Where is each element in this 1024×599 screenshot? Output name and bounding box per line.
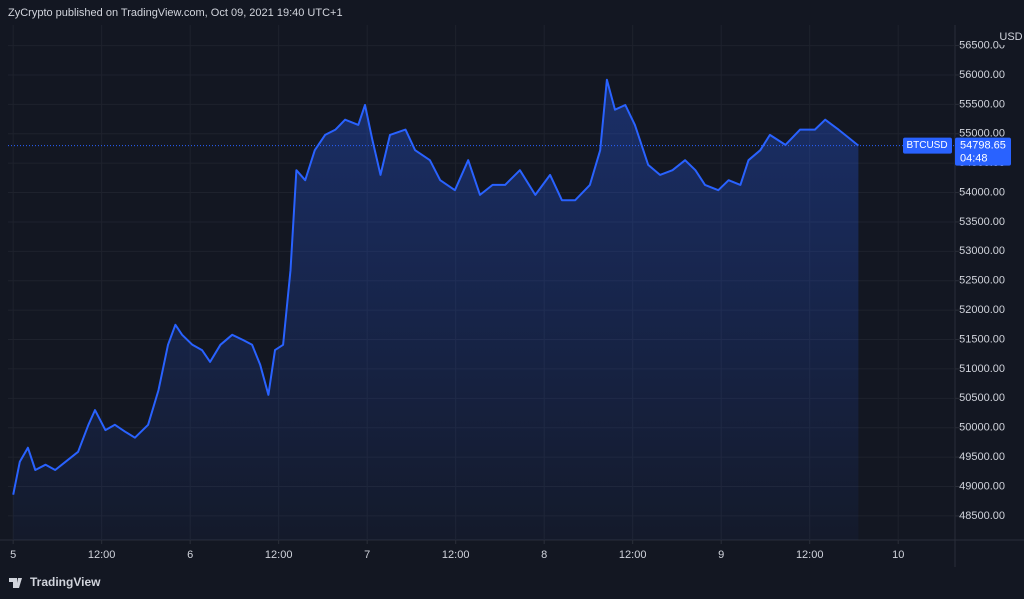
unit-box bbox=[999, 29, 1023, 45]
line bbox=[12, 78, 860, 495]
plot: 48500.00 49000.00 49500.00 50000.00 50500.00… bbox=[8, 25, 1005, 561]
header: ZyCrypto published on TradingView.com, O… bbox=[8, 7, 343, 19]
x-tick-label: 12:00 bbox=[88, 549, 116, 561]
y-tick-label: 51500.00 bbox=[959, 333, 1005, 345]
area bbox=[13, 79, 859, 540]
logo bbox=[9, 578, 22, 588]
footer-logo bbox=[9, 578, 22, 588]
x-tick-label: 12:00 bbox=[442, 549, 470, 561]
y-tick-label: 54000.00 bbox=[959, 186, 1005, 198]
y-tick-label: 48500.00 bbox=[959, 510, 1005, 522]
symbol-label: BTCUSD bbox=[906, 140, 947, 151]
countdown: 04:48 bbox=[960, 153, 988, 165]
unit-label: USD bbox=[999, 31, 1022, 43]
y-tick-label: 49000.00 bbox=[959, 480, 1005, 492]
y-tick-label: 52500.00 bbox=[959, 275, 1005, 287]
y-tick-label: 51000.00 bbox=[959, 363, 1005, 375]
x-tick-label: 12:00 bbox=[619, 549, 647, 561]
y-tick-label: 52000.00 bbox=[959, 304, 1005, 316]
x-tick-label: 9 bbox=[718, 549, 724, 561]
y-tick-label: 49500.00 bbox=[959, 451, 1005, 463]
x-tick-label: 12:00 bbox=[796, 549, 824, 561]
x-tick-label: 8 bbox=[541, 549, 547, 561]
y-tick-label: 56000.00 bbox=[959, 69, 1005, 81]
y-tick-label: 56500.00 bbox=[959, 39, 1005, 51]
price-box bbox=[955, 137, 1011, 166]
y-tick-label: 50000.00 bbox=[959, 422, 1005, 434]
x-tick-label: 10 bbox=[892, 549, 904, 561]
brand: TradingView bbox=[30, 575, 101, 589]
y-tick-label: 50500.00 bbox=[959, 392, 1005, 404]
y-tick-label: 55500.00 bbox=[959, 98, 1005, 110]
y-tick-label: 53500.00 bbox=[959, 216, 1005, 228]
x-tick-label: 6 bbox=[187, 549, 193, 561]
x-tick-label: 5 bbox=[10, 549, 16, 561]
price-label: 54798.65 bbox=[960, 140, 1006, 152]
x-tick-label: 12:00 bbox=[265, 549, 293, 561]
y-tick-label: 55000.00 bbox=[959, 128, 1005, 140]
y-tick-label: 53000.00 bbox=[959, 245, 1005, 257]
symbol-box bbox=[903, 137, 952, 154]
x-tick-label: 7 bbox=[364, 549, 370, 561]
